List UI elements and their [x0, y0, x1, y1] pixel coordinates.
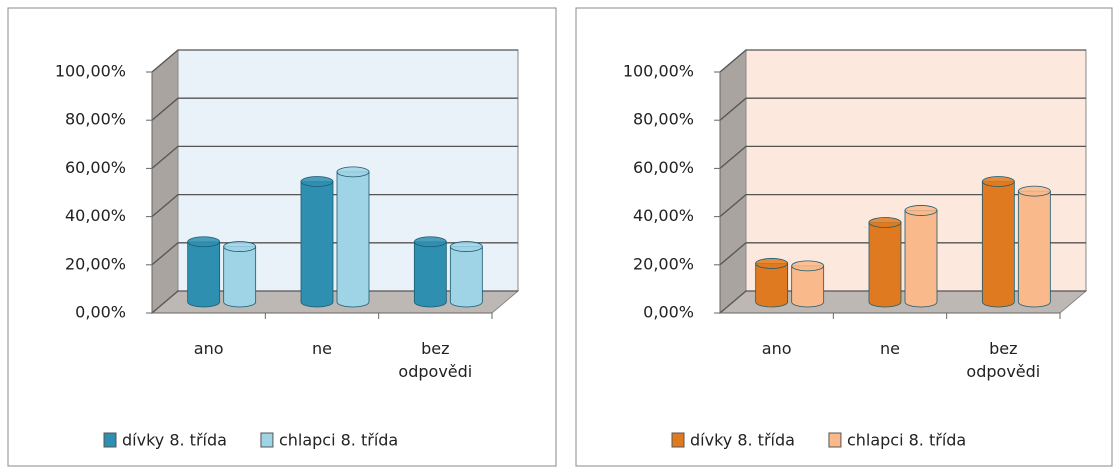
y-tick-label: 60,00%	[633, 158, 694, 177]
grid-line	[719, 242, 1086, 266]
grid-line	[151, 242, 518, 266]
bar	[981, 176, 1015, 308]
grid-line	[719, 290, 1086, 314]
y-tick-label: 40,00%	[633, 206, 694, 225]
x-tick-label: ne	[312, 339, 332, 358]
bar	[413, 236, 447, 308]
legend-swatch	[103, 432, 117, 448]
y-tick-label: 80,00%	[65, 110, 126, 129]
side-wall	[151, 48, 179, 315]
bar	[1017, 185, 1051, 308]
legend-swatch	[671, 432, 685, 448]
x-tick-label: ano	[193, 339, 224, 358]
bar	[791, 260, 825, 308]
y-tick-label: 100,00%	[55, 62, 126, 81]
y-tick-label: 60,00%	[65, 158, 126, 177]
y-tick-label: 40,00%	[65, 206, 126, 225]
bar	[868, 217, 902, 308]
y-tick-label: 0,00%	[643, 303, 694, 322]
bar	[223, 241, 257, 308]
grid-line	[151, 97, 518, 121]
y-tick-label: 80,00%	[633, 110, 694, 129]
y-tick-label: 20,00%	[633, 254, 694, 273]
legend-label: chlapci 8. třída	[847, 431, 966, 450]
x-tick-label: ano	[761, 339, 792, 358]
grid-line	[719, 97, 1086, 121]
bar	[755, 258, 789, 308]
y-tick-label: 20,00%	[65, 254, 126, 273]
grid-line	[719, 49, 1086, 73]
grid-line	[151, 49, 518, 73]
x-tick-label: bez odpovědi	[398, 339, 473, 381]
legend-swatch	[828, 432, 842, 448]
y-tick-label: 0,00%	[75, 303, 126, 322]
y-tick-label: 100,00%	[623, 62, 694, 81]
bar	[904, 205, 938, 308]
bar	[300, 176, 334, 308]
grid-line	[151, 193, 518, 218]
grid-line	[151, 290, 518, 314]
legend-swatch	[260, 432, 274, 448]
legend-label: chlapci 8. třída	[279, 431, 398, 450]
bar	[449, 241, 483, 308]
grid-line	[719, 193, 1086, 218]
x-tick-label: bez odpovědi	[966, 339, 1041, 381]
x-tick-label: ne	[880, 339, 900, 358]
grid-line	[151, 145, 518, 169]
side-wall	[719, 48, 747, 315]
legend-label: dívky 8. třída	[690, 431, 795, 450]
bar	[336, 166, 370, 308]
bar	[187, 236, 221, 308]
grid-line	[719, 145, 1086, 169]
legend-label: dívky 8. třída	[122, 431, 227, 450]
